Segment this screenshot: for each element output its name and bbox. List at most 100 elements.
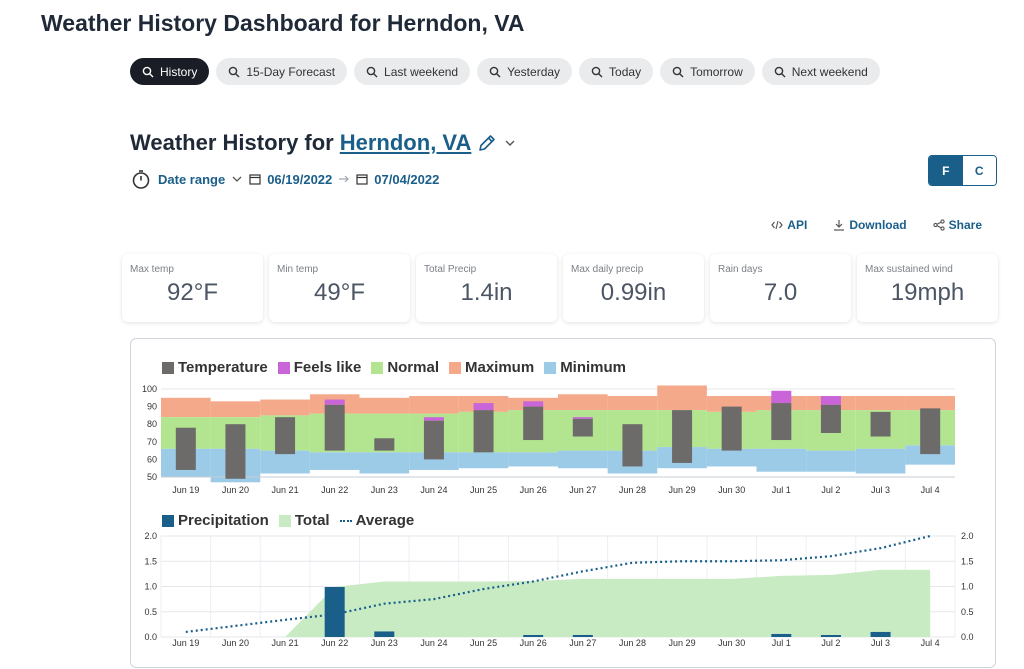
- temp-x-tick-label: Jul 1: [772, 485, 791, 495]
- temperature-bar: [771, 403, 792, 441]
- maximum-band: [210, 401, 261, 418]
- precip-y-tick-label-right: 0.5: [961, 607, 974, 617]
- legend-swatch: [449, 361, 461, 374]
- date-range-start[interactable]: 06/19/2022: [267, 171, 333, 187]
- temp-x-tick-label: Jul 3: [871, 485, 890, 495]
- unit-c-button[interactable]: C: [962, 156, 996, 185]
- date-range-end[interactable]: 07/04/2022: [374, 171, 440, 187]
- nav-label: Next weekend: [791, 64, 868, 79]
- feels-like-bar: [423, 417, 444, 421]
- temp-x-tick-label: Jul 4: [921, 485, 940, 495]
- charts-svg: 50 60 70 80 90 100 Jun 19 Jun 20 Jun 21 Jun 22 Jun…: [142, 384, 974, 648]
- stat-card-max-wind: Max sustained wind 19mph: [857, 254, 998, 322]
- legend-normal[interactable]: Normal: [371, 359, 439, 376]
- unit-f-button[interactable]: F: [929, 156, 963, 185]
- nav-label: Tomorrow: [690, 64, 743, 79]
- precip-x-tick-label: Jun 28: [619, 638, 646, 648]
- chevron-down-icon[interactable]: [231, 173, 243, 185]
- temperature-bar: [324, 404, 345, 451]
- nav-tomorrow-button[interactable]: Tomorrow: [660, 58, 755, 85]
- legend-temperature[interactable]: Temperature: [162, 359, 268, 376]
- temp-y-tick-label: 90: [147, 402, 157, 412]
- precip-y-tick-label-right: 1.0: [961, 582, 974, 592]
- nav-history-button[interactable]: History: [130, 58, 210, 85]
- temperature-bar: [672, 410, 693, 463]
- minimum-band: [756, 448, 807, 472]
- precipitation-bar: [572, 634, 593, 637]
- stat-unit: °F: [193, 279, 218, 306]
- chevron-down-icon[interactable]: [503, 136, 517, 150]
- minimum-band: [458, 452, 509, 469]
- legend-minimum[interactable]: Minimum: [544, 359, 626, 376]
- temp-x-tick-label: Jul 2: [821, 485, 840, 495]
- stat-label: Max sustained wind: [865, 264, 953, 275]
- stat-number: 49: [314, 279, 341, 306]
- pencil-icon[interactable]: [477, 133, 497, 153]
- feels-like-bar: [572, 417, 593, 419]
- nav-label: Last weekend: [384, 64, 459, 79]
- legend-maximum[interactable]: Maximum: [449, 359, 534, 376]
- share-label: Share: [948, 218, 982, 232]
- legend-feels-like[interactable]: Feels like: [277, 359, 361, 376]
- nav-bar: History 15-Day Forecast Last weekend Yes…: [130, 58, 880, 85]
- maximum-band: [359, 397, 410, 414]
- stat-value: 19mph: [890, 279, 965, 306]
- temp-x-tick-label: Jun 27: [569, 485, 596, 495]
- temp-x-tick-label: Jun 25: [470, 485, 497, 495]
- precip-x-tick-label: Jun 30: [718, 638, 745, 648]
- nav-next-weekend-button[interactable]: Next weekend: [761, 58, 880, 85]
- nav-15-day-forecast-button[interactable]: 15-Day Forecast: [216, 58, 348, 85]
- nav-label: History: [160, 64, 198, 79]
- page-title: Weather History Dashboard for Herndon, V…: [41, 10, 525, 36]
- temperature-bar: [423, 420, 444, 460]
- temperature-bar: [622, 424, 643, 467]
- nav-last-weekend-button[interactable]: Last weekend: [354, 58, 471, 85]
- chart-card: Temperature Feels like Normal Maximum Mi…: [130, 338, 996, 668]
- download-link[interactable]: Download: [833, 218, 907, 232]
- minimum-band: [309, 452, 360, 470]
- location-link[interactable]: Herndon, VA: [339, 130, 472, 155]
- stat-value: 49°F: [277, 279, 402, 307]
- legend-label: Minimum: [560, 359, 627, 376]
- precip-x-tick-label: Jun 25: [470, 638, 497, 648]
- precipitation-bar: [820, 635, 841, 637]
- stat-card-min-temp: Min temp 49°F: [269, 254, 410, 322]
- temperature-bar: [572, 418, 593, 437]
- stat-card-max-daily-precip: Max daily precip 0.99in: [563, 254, 704, 322]
- precip-x-tick-label: Jun 20: [222, 638, 249, 648]
- nav-yesterday-button[interactable]: Yesterday: [477, 58, 573, 85]
- share-icon: [932, 219, 945, 231]
- nav-today-button[interactable]: Today: [579, 58, 654, 85]
- precip-y-tick-label-left: 0.0: [144, 632, 157, 642]
- legend-precipitation[interactable]: Precipitation: [162, 512, 269, 529]
- search-icon: [591, 66, 603, 78]
- maximum-band: [260, 399, 310, 416]
- share-link[interactable]: Share: [932, 218, 982, 232]
- precipitation-bar: [771, 633, 792, 637]
- legend-swatch: [278, 514, 291, 527]
- stat-number: 92: [167, 279, 194, 306]
- temp-x-tick-label: Jun 26: [520, 485, 547, 495]
- temperature-bar: [473, 410, 494, 453]
- date-range-label[interactable]: Date range: [158, 171, 226, 187]
- precip-x-tick-label: Jun 21: [272, 638, 299, 648]
- action-links: API Download Share: [771, 218, 982, 232]
- stat-label: Total Precip: [424, 264, 477, 275]
- minimum-band: [855, 448, 906, 474]
- api-label: API: [787, 218, 808, 232]
- api-link[interactable]: API: [771, 218, 807, 232]
- temp-x-tick-label: Jun 23: [371, 485, 398, 495]
- legend-label: Maximum: [465, 359, 535, 376]
- minimum-band: [806, 450, 856, 472]
- location-heading: Weather History for Herndon, VA: [130, 130, 517, 156]
- legend-average[interactable]: Average: [339, 512, 414, 529]
- legend-total[interactable]: Total: [278, 512, 330, 529]
- minimum-band: [260, 450, 310, 474]
- temperature-bar: [225, 424, 246, 479]
- average-line: [185, 534, 931, 634]
- calendar-icon: [356, 173, 368, 185]
- legend-swatch: [277, 361, 290, 374]
- search-icon: [366, 66, 378, 78]
- legend-swatch: [162, 514, 174, 527]
- stat-label: Rain days: [718, 264, 763, 275]
